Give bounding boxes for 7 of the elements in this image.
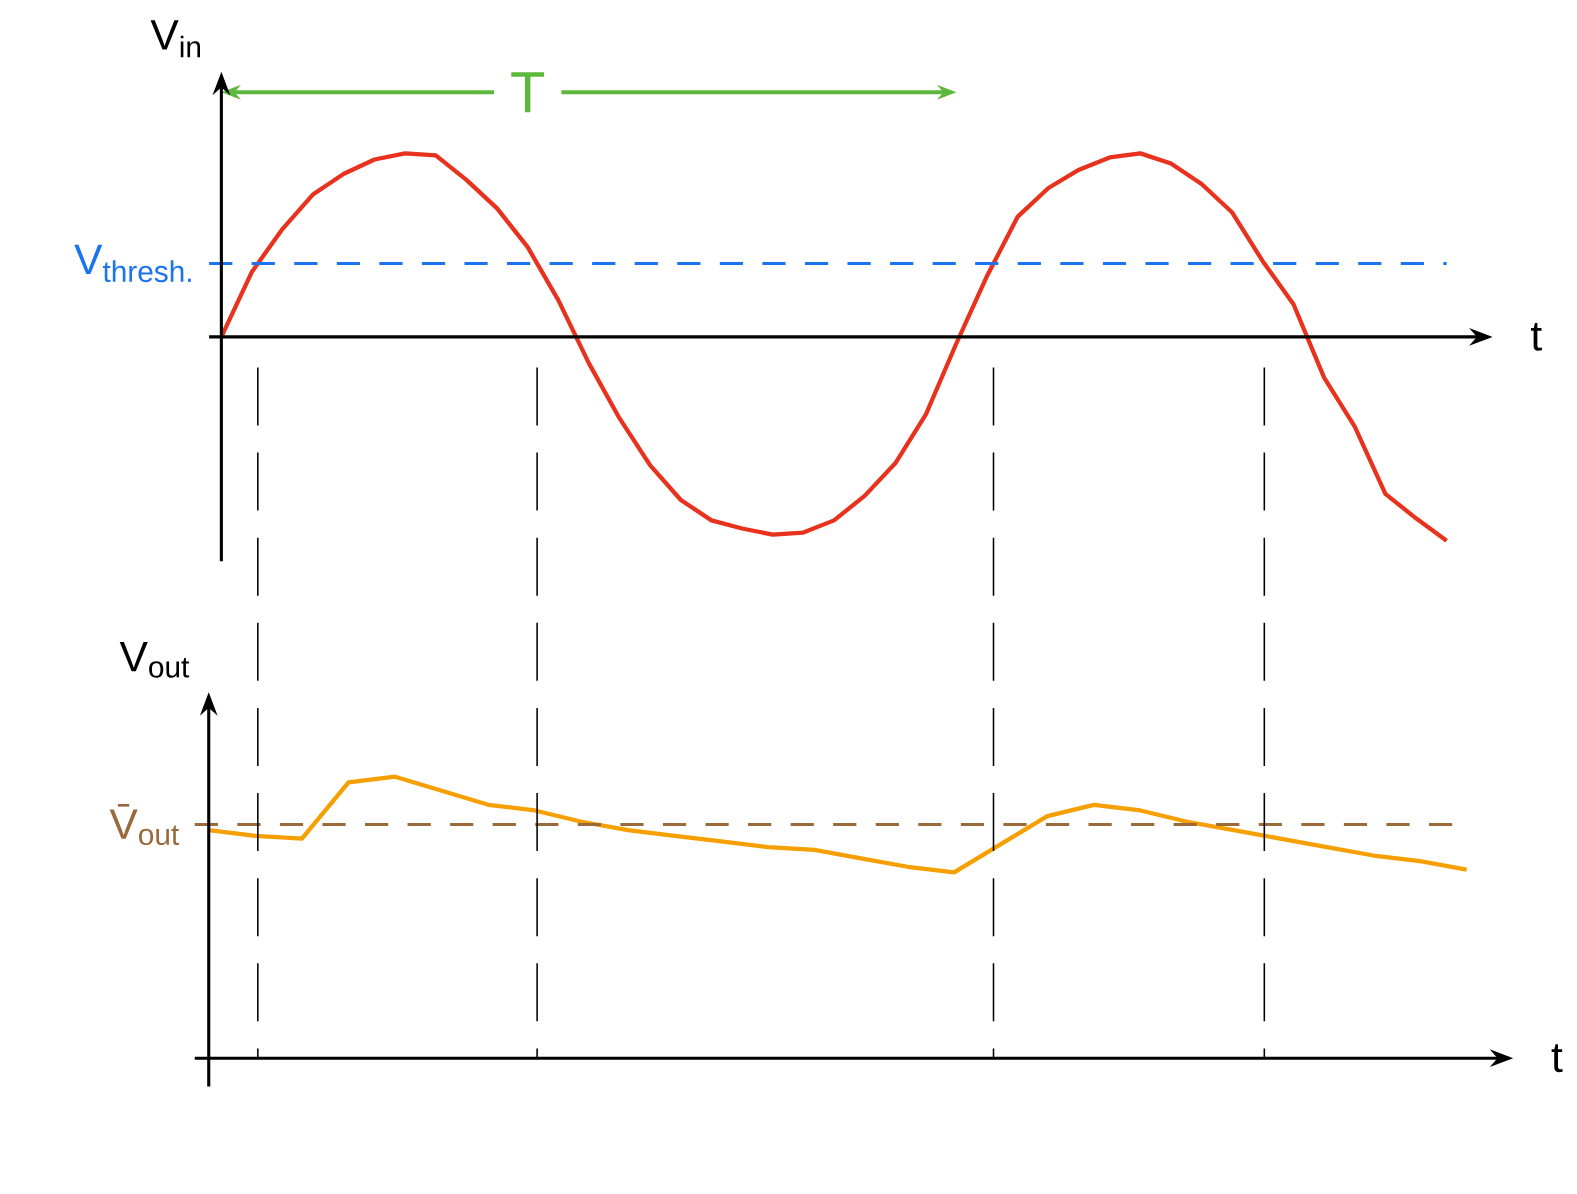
- x-axis-title: t: [1551, 1044, 1563, 1073]
- ref-line-label: V̄$_{out}$: [109, 803, 180, 846]
- x-axis-title: t: [1531, 322, 1542, 351]
- y-axis-title: V$_{in}$: [150, 20, 201, 58]
- ref-line-label: V$_{thresh.}$: [74, 244, 191, 283]
- text: T: [511, 72, 545, 113]
- y-axis-title: V$_{out}$: [119, 641, 190, 678]
